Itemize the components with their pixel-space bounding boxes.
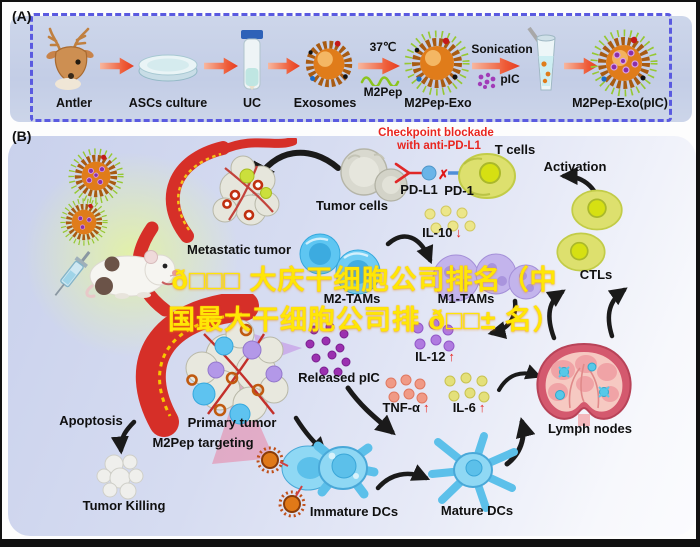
apoptotic-cell-icon bbox=[90, 448, 150, 500]
m2pep-peptide-icon bbox=[360, 74, 402, 86]
label-tumor-cells: Tumor cells bbox=[315, 198, 389, 213]
label-metastatic-tumor: Metastatic tumor bbox=[186, 242, 292, 257]
mature-dc-icon bbox=[426, 430, 520, 514]
label-m2pep-targeting: M2Pep targeting bbox=[152, 435, 254, 450]
label-il6: IL-6 ↑ bbox=[452, 400, 486, 415]
label-released-pic: Released pIC bbox=[298, 370, 380, 385]
label-checkpoint-line1: Checkpoint blockade bbox=[378, 127, 494, 139]
watermark-line2: 国最大干细胞公司排 ð□□± 名） bbox=[168, 305, 561, 335]
label-pic: pIC bbox=[500, 72, 520, 86]
label-uc: UC bbox=[242, 96, 262, 110]
ctl-cell-icon bbox=[568, 187, 626, 233]
label-checkpoint-line2: with anti-PD-L1 bbox=[397, 140, 481, 152]
exosome-particle-icon bbox=[60, 198, 108, 246]
panel-a-tag: (A) bbox=[12, 8, 32, 24]
label-antler: Antler bbox=[55, 96, 93, 110]
m2pep-exosome-icon bbox=[404, 30, 470, 96]
m1-tams-icon bbox=[430, 248, 546, 310]
up-arrow-icon: ↑ bbox=[423, 400, 430, 415]
label-il10: IL-10 ↓ bbox=[422, 225, 462, 240]
watermark-text: ð□□□ 大庆干细胞公司排名（中 国最大干细胞公司排 ð□□± 名） bbox=[162, 260, 567, 340]
label-mature-dcs: Mature DCs bbox=[440, 503, 514, 518]
label-t-cells: T cells bbox=[494, 142, 536, 157]
up-arrow-icon: ↑ bbox=[478, 400, 486, 415]
label-temperature: 37℃ bbox=[369, 40, 397, 54]
label-exosomes: Exosomes bbox=[293, 96, 357, 110]
watermark-line1: ð□□□ 大庆干细胞公司排名（中 bbox=[171, 265, 558, 295]
label-m2pep-exo-pic: M2Pep-Exo(pIC) bbox=[572, 96, 668, 110]
label-pd-1: PD-1 bbox=[444, 183, 474, 198]
il6-dots-icon bbox=[440, 372, 492, 406]
syringe-icon bbox=[46, 244, 98, 304]
label-sonication: Sonication bbox=[471, 42, 533, 56]
exosome-particle-icon bbox=[68, 148, 124, 204]
deer-antler-icon bbox=[40, 26, 102, 90]
label-activation: Activation bbox=[543, 159, 607, 174]
immature-dc-icon bbox=[304, 432, 382, 506]
pic-dots-icon bbox=[476, 72, 498, 90]
primary-tumor-icon bbox=[124, 294, 308, 446]
mouse-icon bbox=[82, 244, 184, 302]
panel-a-dashed-border bbox=[30, 13, 672, 122]
ctl-cell-icon bbox=[552, 230, 610, 274]
petri-dish-icon bbox=[136, 46, 200, 84]
label-ascs-culture: ASCs culture bbox=[128, 96, 208, 110]
released-pic-dots-icon bbox=[302, 322, 354, 380]
label-primary-tumor: Primary tumor bbox=[187, 415, 277, 430]
label-tumor-killing: Tumor Killing bbox=[82, 498, 166, 513]
il10-dots-icon bbox=[420, 204, 482, 238]
label-pd-l1: PD-L1 bbox=[400, 182, 438, 197]
metastatic-tumor-icon bbox=[165, 138, 297, 246]
label-tnfa: TNF-α ↑ bbox=[382, 400, 430, 415]
tnfa-dots-icon bbox=[382, 374, 430, 406]
label-ctls: CTLs bbox=[579, 267, 613, 282]
label-lymph-nodes: Lymph nodes bbox=[547, 421, 633, 436]
label-m2-tams: M2-TAMs bbox=[323, 291, 381, 306]
svg-text:✗: ✗ bbox=[438, 167, 449, 182]
label-m2pep-exo: M2Pep-Exo bbox=[404, 96, 472, 110]
sonication-tube-icon bbox=[526, 26, 564, 96]
il12-dots-icon bbox=[408, 318, 458, 356]
tumor-cells-icon bbox=[334, 145, 410, 205]
exosome-icon bbox=[300, 35, 358, 93]
down-arrow-icon: ↓ bbox=[455, 225, 462, 240]
label-m1-tams: M1-TAMs bbox=[437, 291, 495, 306]
t-cell-icon bbox=[456, 150, 518, 202]
label-immature-dcs: Immature DCs bbox=[309, 504, 399, 519]
m2pep-exosome-pic-icon bbox=[590, 29, 658, 97]
panel-b-tag: (B) bbox=[12, 128, 32, 144]
ultracentrifuge-tube-icon bbox=[238, 28, 266, 94]
m2-tams-icon bbox=[296, 232, 392, 302]
label-apoptosis: Apoptosis bbox=[59, 413, 123, 428]
lymph-node-icon bbox=[530, 340, 638, 428]
label-il12: IL-12 ↑ bbox=[415, 349, 455, 364]
up-arrow-icon: ↑ bbox=[448, 349, 455, 364]
label-m2pep: M2Pep bbox=[363, 85, 403, 99]
